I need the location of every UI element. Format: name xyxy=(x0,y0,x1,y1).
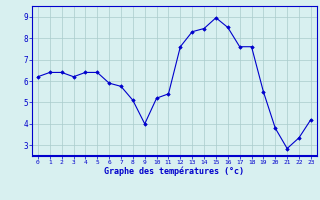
X-axis label: Graphe des températures (°c): Graphe des températures (°c) xyxy=(104,167,244,176)
